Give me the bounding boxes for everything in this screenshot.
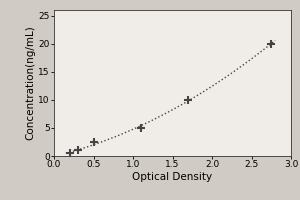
X-axis label: Optical Density: Optical Density [132,172,213,182]
Y-axis label: Concentration(ng/mL): Concentration(ng/mL) [26,26,36,140]
